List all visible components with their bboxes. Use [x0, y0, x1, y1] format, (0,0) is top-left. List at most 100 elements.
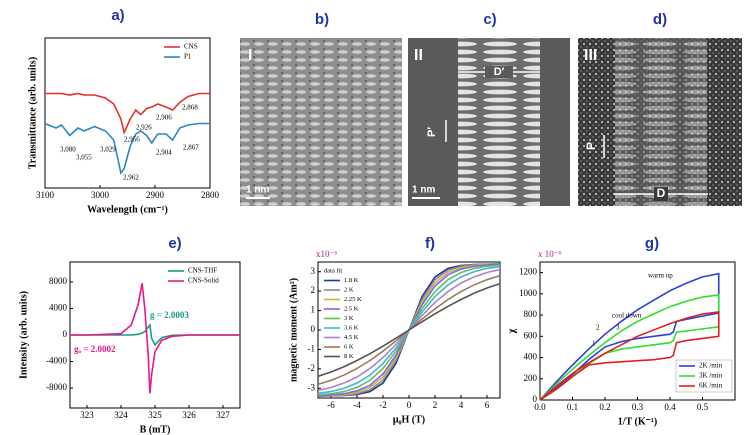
- y-tick-label: 1000: [519, 288, 538, 298]
- x-tick-label: 0.3: [632, 402, 644, 412]
- legend-label: 3.6 K: [344, 324, 359, 331]
- y-tick-label: -2: [308, 363, 316, 373]
- x-tick-label: -6: [327, 400, 335, 410]
- axis-multiplier: x10⁻⁶: [316, 249, 337, 259]
- image-panel: d) III P D: [578, 11, 742, 206]
- x-tick-label: 327: [216, 410, 230, 420]
- annotation: 2,956: [124, 136, 140, 144]
- series-line: [539, 272, 720, 401]
- legend-label: CNS-Solid: [188, 277, 219, 285]
- image-label: II: [414, 47, 423, 64]
- legend-label: CNS-THF: [188, 267, 217, 275]
- series-line: [44, 122, 210, 175]
- legend-label: P1: [184, 53, 192, 61]
- plot-frame: [44, 37, 211, 189]
- legend-label: 2K /min: [699, 362, 723, 370]
- label-bg: [485, 66, 513, 78]
- annotation: P: [584, 142, 598, 150]
- annotation: 3,080: [60, 146, 76, 154]
- y-tick-label: 0: [311, 324, 316, 334]
- x-tick-label: 324: [114, 410, 128, 420]
- image-label: III: [584, 47, 597, 64]
- legend-label: 6K /min: [699, 382, 723, 390]
- y-axis-label: Intensity (arb. units): [18, 291, 29, 379]
- y-tick-label: 0: [533, 394, 538, 404]
- scale-label: 1 nm: [246, 185, 269, 196]
- legend-label: CNS: [184, 43, 198, 51]
- annotation: gₒ = 2.0002: [74, 344, 116, 354]
- annotation: 1: [592, 340, 596, 348]
- legend-label: 8 K: [344, 353, 354, 360]
- annotation: 2,926: [136, 124, 152, 132]
- image-panel: c) II D′ P′ 1 nm: [408, 11, 570, 206]
- panel-title: b): [315, 11, 329, 28]
- x-tick-label: 0.2: [599, 402, 610, 412]
- tem-image: [615, 38, 707, 206]
- x-axis-label: B (mT): [140, 424, 171, 435]
- x-tick-label: 0.5: [697, 402, 709, 412]
- panel-title: a): [111, 7, 124, 24]
- y-tick-label: 600: [524, 330, 538, 340]
- tem-image: [458, 38, 540, 206]
- y-tick-label: 2: [311, 285, 316, 295]
- legend-label: 6 K: [344, 343, 354, 350]
- image-label: I: [248, 47, 252, 64]
- y-tick-label: 1200: [519, 267, 538, 277]
- axis-multiplier: x 10⁻⁶: [538, 249, 562, 259]
- legend-label: 2.25 K: [344, 296, 362, 303]
- y-tick-label: 0: [63, 329, 68, 339]
- x-tick-label: 325: [148, 410, 162, 420]
- panel-title: e): [168, 235, 181, 252]
- x-tick-label: 4: [459, 400, 464, 410]
- annotation: 3: [616, 324, 620, 332]
- series-line: [45, 92, 210, 135]
- panel-title: c): [483, 11, 496, 28]
- y-tick-label: -4000: [46, 356, 67, 366]
- annotation: cool down: [612, 312, 642, 320]
- y-tick-label: 8000: [49, 276, 68, 286]
- annotation: D′: [494, 66, 505, 78]
- legend-label: 2 K: [344, 286, 354, 293]
- annotation: g = 2.0003: [150, 310, 189, 320]
- annotation: 2,868: [182, 104, 198, 112]
- annotation: 2,906: [156, 114, 172, 122]
- annotation: 2,867: [183, 144, 199, 152]
- y-axis-label: magnetic moment (Am²): [288, 278, 299, 382]
- x-tick-label: -2: [379, 400, 387, 410]
- x-tick-label: 6: [485, 400, 490, 410]
- panel-title: d): [653, 11, 667, 28]
- x-axis-label: 1/T (K⁻¹): [618, 416, 657, 427]
- tem-image: [240, 38, 402, 206]
- x-tick-label: 2900: [146, 190, 165, 200]
- x-tick-label: 0.4: [664, 402, 676, 412]
- legend-label: 1.8 K: [344, 277, 359, 284]
- annotation: 2,962: [123, 174, 139, 182]
- label-bg: [654, 187, 668, 201]
- y-tick-label: 1: [311, 305, 316, 315]
- annotation: 2: [596, 324, 600, 332]
- x-tick-label: 3100: [36, 190, 55, 200]
- scale-label: 1 nm: [412, 185, 435, 196]
- legend-label: 2.5 K: [344, 305, 359, 312]
- series-line: [317, 282, 501, 378]
- x-tick-label: 0: [407, 400, 412, 410]
- x-axis-label: μ₀H (T): [393, 414, 425, 425]
- image-panel: b) I 1 nm: [240, 11, 402, 206]
- x-tick-label: 0.0: [534, 402, 546, 412]
- legend-label: 3K /min: [699, 372, 723, 380]
- annotation: P′: [426, 127, 438, 137]
- annotation: 2,904: [156, 149, 172, 157]
- y-tick-label: 200: [524, 373, 538, 383]
- y-tick-label: -3: [308, 382, 316, 392]
- panel-title: f): [425, 235, 435, 252]
- y-tick-label: 800: [524, 309, 538, 319]
- y-tick-label: 400: [524, 352, 538, 362]
- x-axis-label: Wavelength (cm⁻¹): [87, 204, 168, 215]
- x-tick-label: -4: [353, 400, 361, 410]
- x-tick-label: 3000: [91, 190, 110, 200]
- annotation: warm up: [648, 272, 673, 280]
- y-tick-label: 4000: [49, 303, 68, 313]
- series-line: [70, 283, 240, 394]
- y-axis-label: χ: [506, 328, 517, 334]
